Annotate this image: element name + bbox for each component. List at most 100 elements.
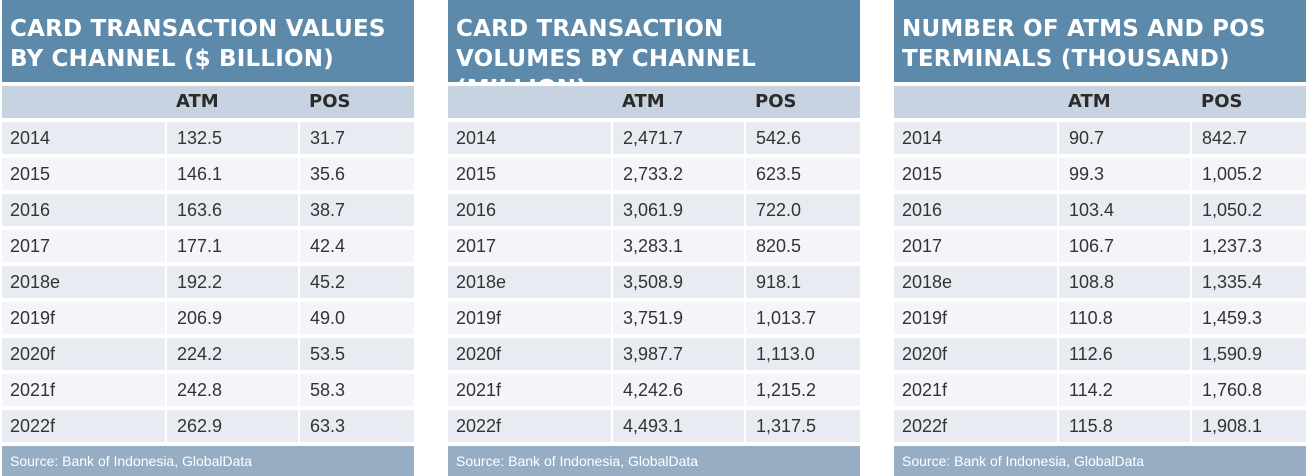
table-row: 2014 90.7 842.7 bbox=[894, 122, 1306, 154]
year-cell: 2014 bbox=[448, 122, 611, 154]
atm-value-cell: 206.9 bbox=[167, 302, 298, 334]
year-cell: 2014 bbox=[894, 122, 1057, 154]
header-cell-pos: POS bbox=[1201, 91, 1243, 112]
pos-value-cell: 1,005.2 bbox=[1192, 158, 1306, 190]
table-row: 2022f 262.9 63.3 bbox=[2, 410, 414, 442]
pos-value-cell: 58.3 bbox=[300, 374, 414, 406]
pos-value-cell: 820.5 bbox=[746, 230, 860, 262]
atm-value-cell: 146.1 bbox=[167, 158, 298, 190]
pos-value-cell: 42.4 bbox=[300, 230, 414, 262]
volumes-table-panel: CARD TRANSACTION VOLUMES BY CHANNEL (MIL… bbox=[448, 0, 860, 476]
header-cell-pos: POS bbox=[755, 91, 797, 112]
atm-value-cell: 3,987.7 bbox=[613, 338, 744, 370]
table-row: 2021f 114.2 1,760.8 bbox=[894, 374, 1306, 406]
year-cell: 2021f bbox=[448, 374, 611, 406]
pos-value-cell: 542.6 bbox=[746, 122, 860, 154]
table-row: 2019f 206.9 49.0 bbox=[2, 302, 414, 334]
table-row: 2017 106.7 1,237.3 bbox=[894, 230, 1306, 262]
atm-value-cell: 4,493.1 bbox=[613, 410, 744, 442]
source-note: Source: Bank of Indonesia, GlobalData bbox=[2, 446, 414, 476]
values-table-panel: CARD TRANSACTION VALUES BY CHANNEL ($ BI… bbox=[2, 0, 414, 476]
table-row: 2022f 115.8 1,908.1 bbox=[894, 410, 1306, 442]
pos-value-cell: 35.6 bbox=[300, 158, 414, 190]
header-cell-year bbox=[894, 86, 1057, 118]
pos-value-cell: 38.7 bbox=[300, 194, 414, 226]
year-cell: 2015 bbox=[2, 158, 165, 190]
year-cell: 2017 bbox=[894, 230, 1057, 262]
atm-value-cell: 103.4 bbox=[1059, 194, 1190, 226]
pos-value-cell: 1,317.5 bbox=[746, 410, 860, 442]
year-cell: 2019f bbox=[448, 302, 611, 334]
table-row: 2022f 4,493.1 1,317.5 bbox=[448, 410, 860, 442]
pos-value-cell: 1,237.3 bbox=[1192, 230, 1306, 262]
atm-value-cell: 262.9 bbox=[167, 410, 298, 442]
pos-value-cell: 1,908.1 bbox=[1192, 410, 1306, 442]
pos-value-cell: 623.5 bbox=[746, 158, 860, 190]
atm-value-cell: 192.2 bbox=[167, 266, 298, 298]
table-row: 2016 3,061.9 722.0 bbox=[448, 194, 860, 226]
year-cell: 2020f bbox=[894, 338, 1057, 370]
atm-value-cell: 2,733.2 bbox=[613, 158, 744, 190]
table-title: CARD TRANSACTION VALUES BY CHANNEL ($ BI… bbox=[2, 0, 414, 82]
year-cell: 2014 bbox=[2, 122, 165, 154]
year-cell: 2022f bbox=[2, 410, 165, 442]
year-cell: 2017 bbox=[448, 230, 611, 262]
table-row: 2021f 4,242.6 1,215.2 bbox=[448, 374, 860, 406]
atm-value-cell: 3,751.9 bbox=[613, 302, 744, 334]
atm-value-cell: 99.3 bbox=[1059, 158, 1190, 190]
atm-value-cell: 2,471.7 bbox=[613, 122, 744, 154]
pos-value-cell: 842.7 bbox=[1192, 122, 1306, 154]
table-row: 2018e 192.2 45.2 bbox=[2, 266, 414, 298]
header-row: ATM POS bbox=[448, 86, 860, 118]
table-row: 2014 2,471.7 542.6 bbox=[448, 122, 860, 154]
atm-value-cell: 90.7 bbox=[1059, 122, 1190, 154]
pos-value-cell: 1,335.4 bbox=[1192, 266, 1306, 298]
year-cell: 2021f bbox=[894, 374, 1057, 406]
year-cell: 2022f bbox=[894, 410, 1057, 442]
atm-value-cell: 106.7 bbox=[1059, 230, 1190, 262]
pos-value-cell: 31.7 bbox=[300, 122, 414, 154]
atm-value-cell: 224.2 bbox=[167, 338, 298, 370]
pos-value-cell: 1,760.8 bbox=[1192, 374, 1306, 406]
atm-value-cell: 3,283.1 bbox=[613, 230, 744, 262]
year-cell: 2019f bbox=[894, 302, 1057, 334]
table-row: 2015 99.3 1,005.2 bbox=[894, 158, 1306, 190]
year-cell: 2019f bbox=[2, 302, 165, 334]
header-row: ATM POS bbox=[894, 86, 1306, 118]
year-cell: 2018e bbox=[2, 266, 165, 298]
pos-value-cell: 918.1 bbox=[746, 266, 860, 298]
year-cell: 2022f bbox=[448, 410, 611, 442]
pos-value-cell: 722.0 bbox=[746, 194, 860, 226]
pos-value-cell: 1,113.0 bbox=[746, 338, 860, 370]
year-cell: 2016 bbox=[448, 194, 611, 226]
atm-value-cell: 132.5 bbox=[167, 122, 298, 154]
atm-value-cell: 110.8 bbox=[1059, 302, 1190, 334]
table-row: 2014 132.5 31.7 bbox=[2, 122, 414, 154]
pos-value-cell: 45.2 bbox=[300, 266, 414, 298]
year-cell: 2018e bbox=[448, 266, 611, 298]
table-row: 2015 2,733.2 623.5 bbox=[448, 158, 860, 190]
atm-value-cell: 114.2 bbox=[1059, 374, 1190, 406]
atm-value-cell: 163.6 bbox=[167, 194, 298, 226]
table-row: 2019f 110.8 1,459.3 bbox=[894, 302, 1306, 334]
atm-value-cell: 177.1 bbox=[167, 230, 298, 262]
table-row: 2018e 108.8 1,335.4 bbox=[894, 266, 1306, 298]
table-row: 2015 146.1 35.6 bbox=[2, 158, 414, 190]
pos-value-cell: 1,590.9 bbox=[1192, 338, 1306, 370]
table-row: 2016 163.6 38.7 bbox=[2, 194, 414, 226]
header-cell-atm: ATM bbox=[176, 91, 219, 112]
year-cell: 2017 bbox=[2, 230, 165, 262]
source-note: Source: Bank of Indonesia, GlobalData bbox=[448, 446, 860, 476]
table-row: 2019f 3,751.9 1,013.7 bbox=[448, 302, 860, 334]
table-title: NUMBER OF ATMS AND POS TERMINALS (THOUSA… bbox=[894, 0, 1306, 82]
table-row: 2020f 112.6 1,590.9 bbox=[894, 338, 1306, 370]
atm-value-cell: 108.8 bbox=[1059, 266, 1190, 298]
pos-value-cell: 1,050.2 bbox=[1192, 194, 1306, 226]
header-cell-year bbox=[448, 86, 611, 118]
pos-value-cell: 63.3 bbox=[300, 410, 414, 442]
table-row: 2020f 224.2 53.5 bbox=[2, 338, 414, 370]
table-row: 2017 177.1 42.4 bbox=[2, 230, 414, 262]
atm-value-cell: 242.8 bbox=[167, 374, 298, 406]
table-row: 2021f 242.8 58.3 bbox=[2, 374, 414, 406]
year-cell: 2016 bbox=[2, 194, 165, 226]
